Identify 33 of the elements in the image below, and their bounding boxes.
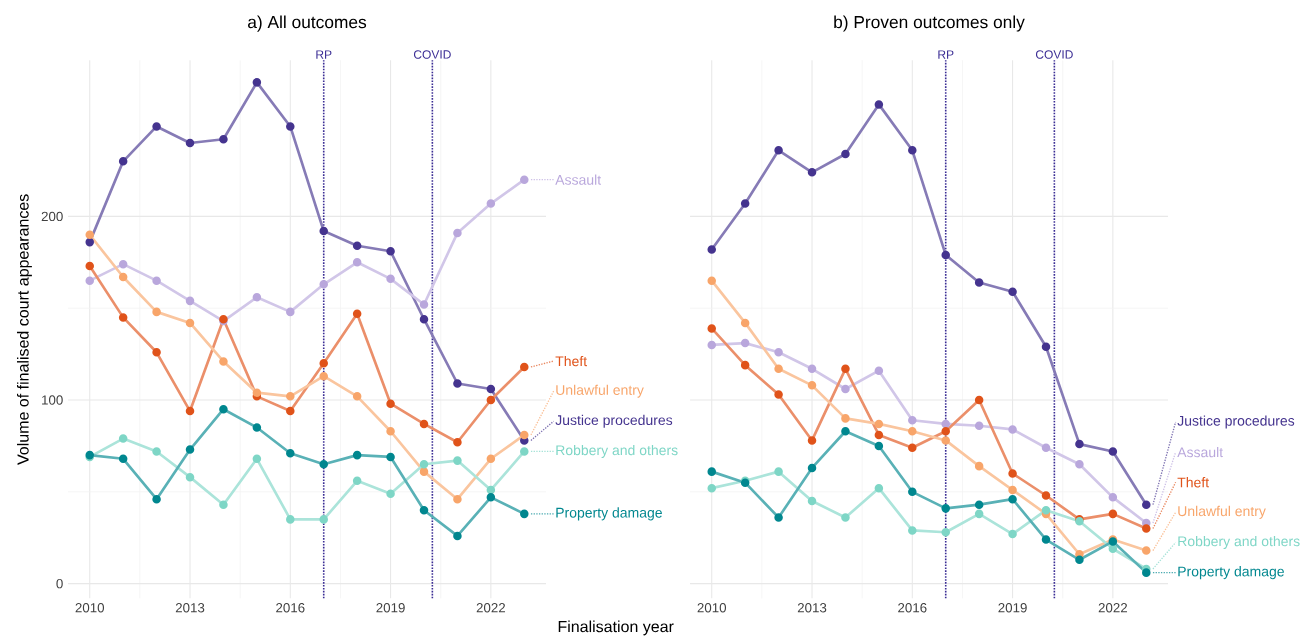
x-tick-label: 2019 [376, 603, 405, 613]
x-tick-label: 2022 [476, 603, 506, 613]
text: Unlawful entry [1178, 505, 1266, 519]
text: Assault [1177, 446, 1224, 458]
x-tick-label: 2010 [75, 603, 105, 613]
ref-line-label: RP [316, 50, 332, 59]
legend-label: Property damage [1178, 566, 1284, 580]
text: Theft [1177, 477, 1210, 488]
text: Robbery and others [1178, 535, 1300, 550]
legend-label: Justice procedures [555, 414, 673, 428]
x-tick-label: 2019 [998, 603, 1027, 613]
y-tick-label: 100 [42, 395, 63, 405]
x-tick-label: 2010 [697, 603, 727, 613]
legend-label: Assault [555, 174, 602, 185]
legend-label: Property damage [556, 507, 662, 521]
y-tick-label: 200 [41, 211, 63, 222]
ref-line-label: COVID [1035, 50, 1073, 59]
x-axis-title: Finalisation year [558, 620, 674, 636]
x-tick-label: 2013 [175, 603, 205, 613]
chart-title: a) All outcomes [248, 15, 367, 32]
legend-label: Theft [555, 355, 588, 367]
text: Unlawful entry [556, 384, 644, 398]
legend-label: Robbery and others [556, 444, 678, 458]
y-axis-title: Volume of finalised court appearances [16, 194, 32, 465]
x-tick-label: 2016 [898, 603, 927, 613]
ref-line-label: COVID [413, 50, 451, 59]
y-tick-label: 0 [56, 578, 63, 589]
chart-title: b) Proven outcomes only [834, 15, 1025, 32]
x-tick-label: 2022 [1098, 603, 1128, 613]
ref-line-label: RP [938, 50, 954, 59]
x-tick-label: 2016 [276, 603, 305, 613]
x-tick-label: 2013 [797, 603, 827, 613]
text: Justice procedures [1177, 415, 1295, 429]
